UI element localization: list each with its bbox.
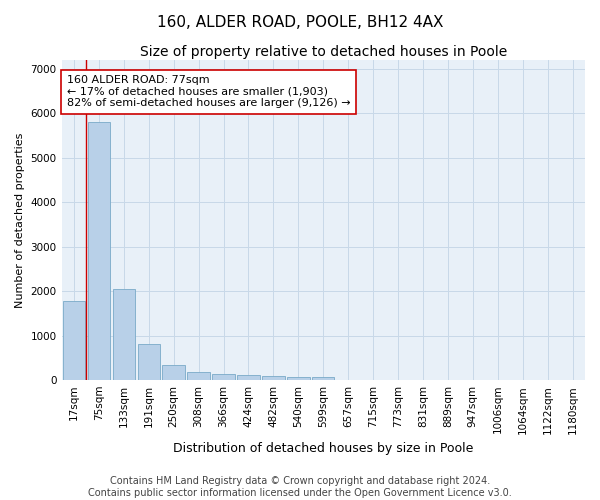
Text: 160 ALDER ROAD: 77sqm
← 17% of detached houses are smaller (1,903)
82% of semi-d: 160 ALDER ROAD: 77sqm ← 17% of detached … <box>67 76 350 108</box>
Y-axis label: Number of detached properties: Number of detached properties <box>15 132 25 308</box>
Bar <box>137 344 160 380</box>
Bar <box>287 376 310 380</box>
Bar <box>113 288 135 380</box>
Text: 160, ALDER ROAD, POOLE, BH12 4AX: 160, ALDER ROAD, POOLE, BH12 4AX <box>157 15 443 30</box>
Bar <box>312 377 334 380</box>
Bar <box>163 365 185 380</box>
Bar <box>212 374 235 380</box>
Text: Contains HM Land Registry data © Crown copyright and database right 2024.
Contai: Contains HM Land Registry data © Crown c… <box>88 476 512 498</box>
X-axis label: Distribution of detached houses by size in Poole: Distribution of detached houses by size … <box>173 442 473 455</box>
Title: Size of property relative to detached houses in Poole: Size of property relative to detached ho… <box>140 45 507 59</box>
Bar <box>63 301 85 380</box>
Bar <box>262 376 284 380</box>
Bar <box>187 372 210 380</box>
Bar <box>237 375 260 380</box>
Bar <box>88 122 110 380</box>
